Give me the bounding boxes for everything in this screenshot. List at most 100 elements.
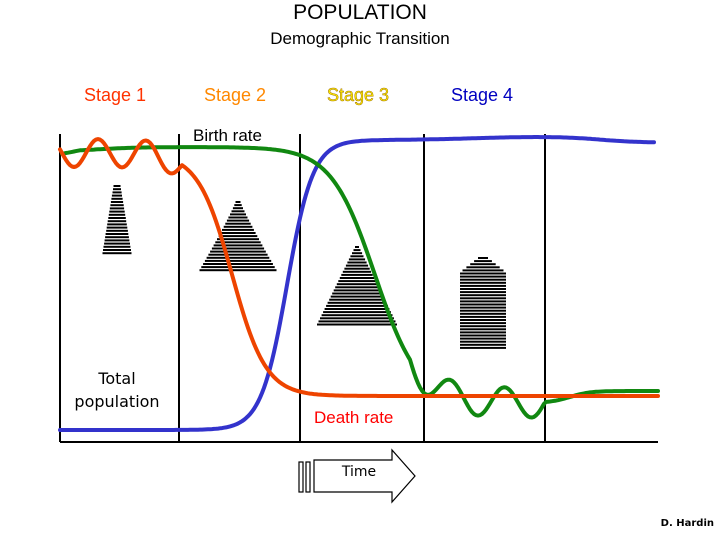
pyramid-bar	[460, 340, 506, 343]
pyramid-bar	[225, 222, 251, 225]
stage-2-label: Stage 2	[204, 85, 267, 105]
pyramid-bar	[460, 284, 506, 287]
pyramid-bar	[347, 261, 367, 264]
pyramid-bar	[345, 264, 369, 267]
pyramid-bar	[336, 283, 378, 286]
pyramid-bar	[348, 258, 366, 261]
pyramid-bar	[460, 337, 506, 340]
pyramid-bar	[110, 204, 124, 207]
pyramid-bar	[234, 204, 242, 207]
pyramid-bar	[103, 249, 131, 251]
pyramid-bar	[460, 303, 506, 306]
pyramid-bar	[460, 343, 506, 346]
pyramid-bar	[352, 252, 363, 255]
pyramid-bar	[466, 266, 500, 269]
total-population-label: Total population	[74, 369, 160, 411]
pyramid-bar	[326, 304, 388, 307]
pyramid-bar	[333, 289, 381, 292]
death-rate-curve	[58, 137, 660, 398]
pyramid-bar	[218, 235, 258, 238]
pyramid-bar	[350, 255, 364, 258]
pyramid-bar	[206, 256, 270, 259]
pyramid-bar	[211, 247, 265, 250]
stage-3-pyramid	[317, 246, 397, 326]
pyramid-bar	[460, 278, 506, 281]
pyramid-bar	[460, 322, 506, 325]
pyramid-bar	[230, 213, 246, 216]
stage-2-pyramid	[199, 201, 277, 272]
pyramid-bar	[232, 207, 243, 210]
pyramid-bar	[217, 238, 259, 241]
page-title: POPULATION	[293, 1, 427, 24]
page-subtitle: Demographic Transition	[270, 29, 450, 48]
death-rate-label: Death rate	[314, 408, 394, 427]
pyramid-bar	[460, 331, 506, 334]
pyramid-bar	[109, 207, 125, 210]
pyramid-bar	[113, 185, 121, 187]
pyramid-bar	[329, 298, 385, 301]
pyramid-bar	[105, 236, 129, 239]
birth-rate-label: Birth rate	[193, 126, 262, 145]
pyramid-bar	[104, 242, 130, 245]
total-population-curve	[58, 135, 656, 432]
pyramid-bar	[108, 213, 126, 216]
pyramid-bar	[109, 210, 125, 213]
stage-1-pyramid	[102, 185, 132, 255]
pyramid-bar	[104, 239, 130, 242]
pyramid-bar	[320, 317, 394, 320]
pyramid-bar	[460, 315, 506, 318]
pyramid-bar	[460, 312, 506, 315]
population-pyramids	[102, 185, 506, 349]
pyramid-bar	[478, 257, 488, 259]
pyramid-bar	[460, 309, 506, 312]
pyramid-bar	[199, 269, 277, 272]
pyramid-bar	[460, 306, 506, 309]
pyramid-bar	[460, 300, 506, 303]
pyramid-bar	[470, 263, 496, 266]
pyramid-bar	[107, 223, 127, 226]
pyramid-bar	[335, 286, 379, 289]
pyramid-bar	[231, 210, 245, 213]
pyramid-bar	[222, 228, 254, 231]
pyramid-bar	[102, 252, 132, 255]
pyramid-bar	[113, 188, 121, 191]
author-credit: D. Hardin	[660, 518, 714, 529]
pyramid-bar	[213, 244, 263, 247]
pyramid-bar	[460, 291, 506, 294]
pyramid-bar	[460, 275, 506, 278]
stage-4-label: Stage 4	[451, 85, 514, 105]
pyramid-bar	[323, 311, 391, 314]
pyramid-bar	[460, 272, 506, 275]
pyramid-bar	[111, 194, 122, 197]
pyramid-bar	[460, 346, 506, 349]
pyramid-bar	[460, 294, 506, 297]
pyramid-bar	[110, 201, 124, 203]
pyramid-bar	[339, 277, 375, 279]
pyramid-bar	[208, 253, 268, 256]
pyramid-bar	[332, 292, 382, 295]
pyramid-bar	[460, 334, 506, 337]
pyramid-bar	[106, 226, 128, 229]
pyramid-bar	[330, 295, 384, 298]
pyramid-bar	[462, 269, 504, 272]
pyramid-bar	[204, 259, 272, 262]
pyramid-bar	[341, 273, 373, 276]
pyramid-bar	[226, 219, 250, 222]
pyramid-bar	[460, 288, 506, 290]
pyramid-bar	[201, 266, 275, 269]
pyramid-bar	[460, 297, 506, 300]
pyramid-bar	[228, 216, 248, 219]
pyramid-bar	[460, 319, 506, 321]
pyramid-bar	[460, 325, 506, 328]
pyramid-bar	[355, 246, 359, 248]
pyramid-bar	[344, 267, 370, 270]
pyramid-bar	[220, 232, 256, 234]
pyramid-bar	[235, 201, 241, 203]
stage-1-label: Stage 1	[84, 85, 147, 105]
birth-rate-curve	[60, 145, 660, 420]
pyramid-bar	[338, 280, 376, 283]
pyramid-bar	[223, 225, 253, 228]
pyramid-bar	[215, 241, 261, 244]
pyramid-bar	[318, 320, 396, 323]
